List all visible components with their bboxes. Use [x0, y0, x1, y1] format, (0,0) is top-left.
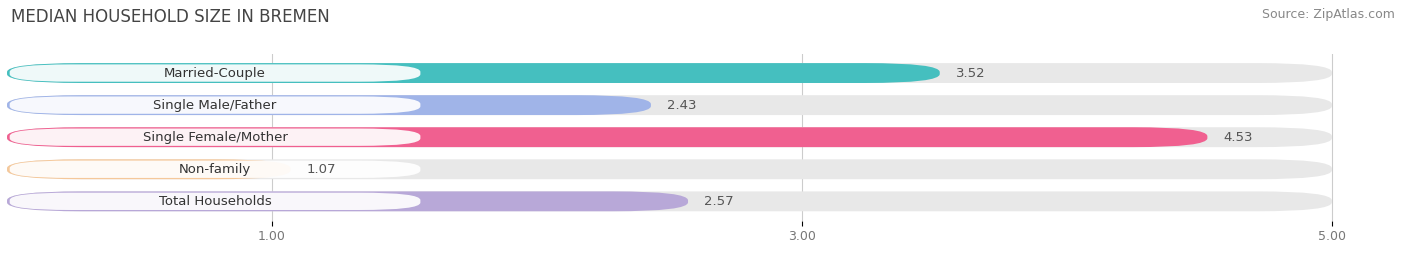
- FancyBboxPatch shape: [7, 127, 1208, 147]
- Text: 2.43: 2.43: [666, 99, 696, 112]
- Text: Non-family: Non-family: [179, 163, 252, 176]
- FancyBboxPatch shape: [7, 159, 291, 179]
- Text: Single Female/Mother: Single Female/Mother: [142, 131, 287, 144]
- Text: Single Male/Father: Single Male/Father: [153, 99, 277, 112]
- Text: Source: ZipAtlas.com: Source: ZipAtlas.com: [1261, 8, 1395, 21]
- FancyBboxPatch shape: [7, 95, 1331, 115]
- Text: Total Households: Total Households: [159, 195, 271, 208]
- FancyBboxPatch shape: [7, 63, 939, 83]
- Text: 3.52: 3.52: [956, 66, 986, 80]
- FancyBboxPatch shape: [7, 95, 651, 115]
- FancyBboxPatch shape: [7, 192, 1331, 211]
- Text: MEDIAN HOUSEHOLD SIZE IN BREMEN: MEDIAN HOUSEHOLD SIZE IN BREMEN: [11, 8, 330, 26]
- Text: 4.53: 4.53: [1223, 131, 1253, 144]
- Text: 2.57: 2.57: [704, 195, 734, 208]
- FancyBboxPatch shape: [7, 63, 1331, 83]
- FancyBboxPatch shape: [7, 159, 1331, 179]
- Text: 1.07: 1.07: [307, 163, 336, 176]
- FancyBboxPatch shape: [10, 97, 420, 114]
- FancyBboxPatch shape: [7, 192, 688, 211]
- FancyBboxPatch shape: [10, 161, 420, 178]
- FancyBboxPatch shape: [7, 127, 1331, 147]
- Text: Married-Couple: Married-Couple: [165, 66, 266, 80]
- FancyBboxPatch shape: [10, 193, 420, 210]
- FancyBboxPatch shape: [10, 64, 420, 82]
- FancyBboxPatch shape: [10, 129, 420, 146]
